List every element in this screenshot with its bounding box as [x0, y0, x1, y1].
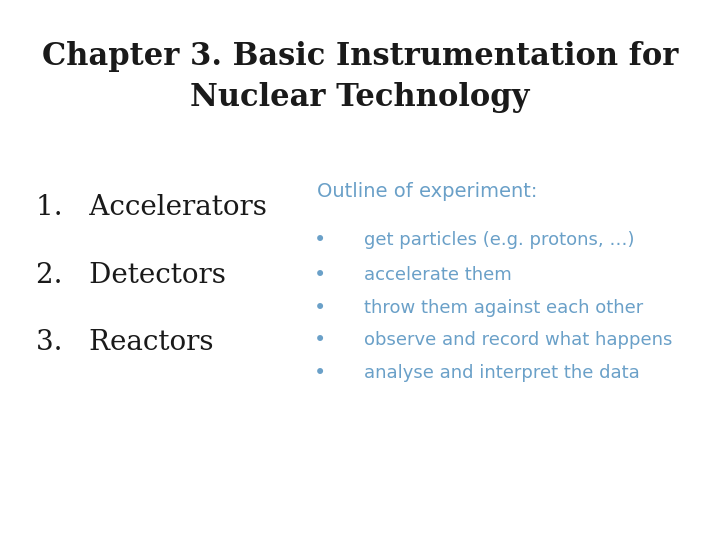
- Text: Outline of experiment:: Outline of experiment:: [317, 182, 537, 201]
- Text: •: •: [314, 330, 327, 350]
- Text: •: •: [314, 230, 327, 251]
- Text: get particles (e.g. protons, …): get particles (e.g. protons, …): [364, 231, 634, 249]
- Text: •: •: [314, 362, 327, 383]
- Text: Nuclear Technology: Nuclear Technology: [190, 82, 530, 113]
- Text: accelerate them: accelerate them: [364, 266, 511, 285]
- Text: throw them against each other: throw them against each other: [364, 299, 643, 317]
- Text: Chapter 3. Basic Instrumentation for: Chapter 3. Basic Instrumentation for: [42, 41, 678, 72]
- Text: 3.   Reactors: 3. Reactors: [36, 329, 214, 356]
- Text: 1.   Accelerators: 1. Accelerators: [36, 194, 267, 221]
- Text: observe and record what happens: observe and record what happens: [364, 331, 672, 349]
- Text: •: •: [314, 265, 327, 286]
- Text: •: •: [314, 298, 327, 318]
- Text: 2.   Detectors: 2. Detectors: [36, 262, 226, 289]
- Text: analyse and interpret the data: analyse and interpret the data: [364, 363, 639, 382]
